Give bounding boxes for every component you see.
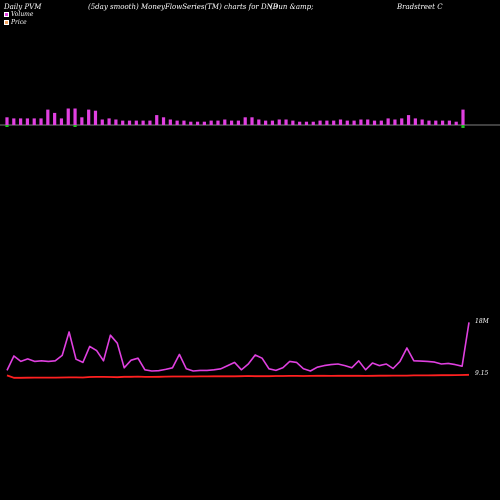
volume-bar [12,118,16,125]
volume-bar [270,120,275,125]
volume-bar [393,119,397,125]
volume-bar [66,108,70,125]
volume-bar [345,120,349,125]
price-bar [5,125,9,127]
volume-bar [434,120,438,125]
volume-bar [189,121,193,125]
volume-bar [100,119,104,125]
volume-bar [223,119,227,125]
volume-bar [93,110,98,125]
volume-bar [19,118,23,125]
volume-bar [243,117,247,125]
volume-bar [134,120,138,125]
volume-bar [427,120,431,125]
volume-bar [304,121,309,125]
volume-bar [121,120,125,125]
volume-bar [216,120,220,125]
volume-bar [325,120,329,125]
volume-bar [284,119,288,125]
volume-bar [87,109,91,125]
volume-bar [352,120,356,125]
volume-bar [277,119,281,125]
volume-bar [366,119,370,125]
volume-bar [461,109,465,125]
volume-bar [440,120,445,125]
volume-bar [413,118,417,125]
legend-price-swatch [4,20,9,25]
volume-bar [298,121,302,125]
volume-bar [39,118,43,125]
volume-bar [311,121,315,125]
volume-bar [454,121,458,125]
volume-bar [379,120,383,125]
volume-bar [127,120,132,125]
volume-bar [25,118,30,125]
volume-bar [406,115,411,125]
volume-bar [291,120,295,125]
volume-bar [5,117,9,125]
price-bar [461,125,465,128]
legend-volume: Volume [4,11,33,18]
header-company-b: Bradstreet C [397,3,443,11]
volume-bar [114,119,118,125]
volume-bar [148,120,152,125]
lines-panel: 18M 9.15 [6,318,490,379]
price-last-label: 9.15 [475,370,489,377]
volume-bar [264,120,268,125]
volume-bar [236,120,241,125]
volume-bar [46,109,50,125]
volume-line [6,322,470,372]
volume-bar [32,118,36,125]
volume-bar [209,120,213,125]
volume-bar [155,115,159,125]
volume-bar [175,120,179,125]
volume-bar [141,120,145,125]
volume-bar [168,119,172,125]
price-line [6,373,470,379]
volume-bar [400,118,404,125]
volume-bar [338,119,343,125]
volume-bar [53,112,57,125]
volume-bar [332,120,336,125]
header-left: Daily PVM [4,3,42,11]
volume-bar [318,120,322,125]
legend-price-label: Price [11,19,27,26]
volume-bar [359,119,363,125]
volume-bars-panel [0,108,500,128]
volume-bar [250,117,254,125]
volume-bar [420,119,424,125]
volume-bar [182,120,186,125]
price-bar [73,125,77,127]
volume-last-label: 18M [475,318,490,325]
legend-volume-swatch [4,12,9,17]
volume-bar [202,121,206,125]
volume-bar [73,108,77,125]
volume-bar [229,120,234,125]
volume-bar [107,118,111,125]
volume-bar [59,118,64,125]
legend-volume-label: Volume [11,11,34,18]
header-center: (5day smooth) MoneyFlowSeries(TM) charts… [88,3,278,11]
volume-bar [80,117,84,125]
legend-price: Price [4,19,27,26]
volume-bar [386,118,390,125]
volume-bar [161,117,166,125]
volume-bar [195,121,200,125]
header-company-a: (Dun &amp; [270,3,314,11]
volume-bar [257,119,261,125]
volume-bar [372,120,377,125]
volume-bar [447,120,451,125]
